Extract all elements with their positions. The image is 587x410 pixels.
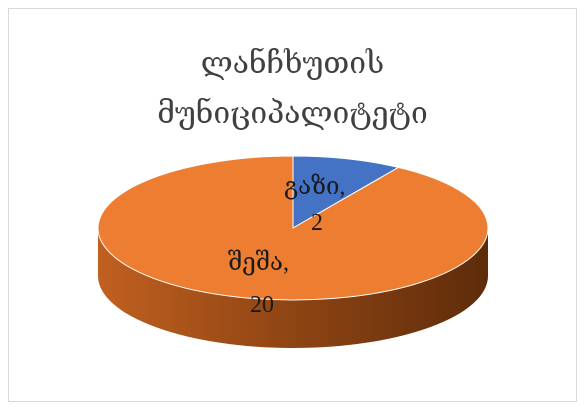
pie-slice-gas xyxy=(292,155,400,229)
pie-slice-firewood xyxy=(97,155,489,301)
slice-label-firewood-name: შეშა, xyxy=(228,250,289,276)
chart-title-line-1: ლანჩხუთის xyxy=(200,46,385,81)
slice-label-gas-value: 2 xyxy=(311,210,323,236)
chart-title: ლანჩხუთის მუნიციპალიტეტი xyxy=(9,39,576,139)
slice-label-firewood-value: 20 xyxy=(250,292,274,318)
chart-title-line-2: მუნიციპალიტეტი xyxy=(157,96,428,131)
pie-side-wall xyxy=(98,228,488,348)
slice-label-gas-name: გაზი, xyxy=(284,174,345,200)
